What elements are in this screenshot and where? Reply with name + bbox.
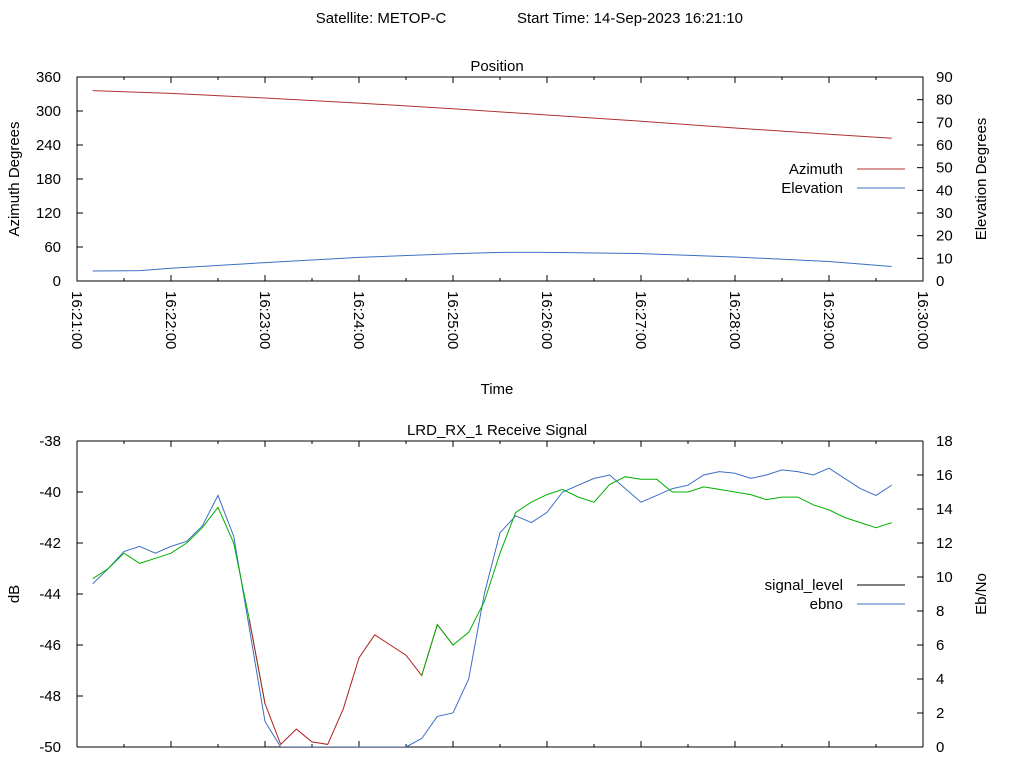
- header-satellite: Satellite: METOP-C: [316, 10, 447, 27]
- position-xlabel: Time: [481, 381, 514, 398]
- position-time-axis: 16:21:00 16:22:00 16:23:00 16:24:00 16:25:00…: [68, 77, 931, 349]
- elevation-axis-tick-label: 40: [936, 182, 953, 199]
- time-axis-tick-label: 16:24:00: [350, 291, 367, 349]
- elevation-axis-tick-label: 20: [936, 228, 953, 245]
- elevation-axis-tick-label: 70: [936, 114, 953, 131]
- elevation-axis-tick-label: 10: [936, 250, 953, 267]
- ebno-axis-tick-label: 4: [936, 671, 944, 688]
- position-azimuth-axis: 0 60 120 180 240 300 360: [36, 69, 83, 290]
- azimuth-axis-tick-label: 240: [36, 137, 61, 154]
- azimuth-axis-tick-label: 60: [44, 239, 61, 256]
- position-chart: Position 0 60 120 180 240 300 360 0 10 20 30 40 50 6…: [6, 58, 990, 398]
- ebno-series-line: [92, 467, 892, 747]
- db-axis-tick-label: -50: [39, 739, 61, 756]
- db-axis-tick-label: -40: [39, 484, 61, 501]
- signal-ebno-axis: 0 2 4 6 8 10 12 14 16 18: [917, 433, 953, 756]
- legend-ebno-label: ebno: [810, 596, 843, 613]
- elevation-axis-tick-label: 80: [936, 92, 953, 109]
- signal-chart: LRD_RX_1 Receive Signal -50-48-46-44-42-…: [6, 422, 990, 756]
- signal-time-axis: [76, 441, 924, 747]
- ebno-axis-tick-label: 16: [936, 467, 953, 484]
- position-plot-frame: [76, 76, 924, 282]
- azimuth-axis-tick-label: 360: [36, 69, 61, 86]
- azimuth-series-line: [92, 90, 892, 139]
- db-axis-tick-label: -46: [39, 637, 61, 654]
- time-axis-tick-label: 16:27:00: [632, 291, 649, 349]
- azimuth-axis-tick-label: 300: [36, 103, 61, 120]
- signal-level-segment: [248, 619, 454, 746]
- elevation-axis-tick-label: 0: [936, 273, 944, 290]
- ebno-axis-tick-label: 2: [936, 705, 944, 722]
- legend-signal-level-label: signal_level: [765, 577, 843, 594]
- ebno-axis-tick-label: 10: [936, 569, 953, 586]
- legend-azimuth-label: Azimuth: [789, 161, 843, 178]
- elevation-series-line: [92, 251, 892, 272]
- ebno-axis-tick-label: 8: [936, 603, 944, 620]
- ebno-axis-tick-label: 6: [936, 637, 944, 654]
- time-axis-tick-label: 16:30:00: [914, 291, 931, 349]
- db-axis-tick-label: -38: [39, 433, 61, 450]
- position-elevation-axis: 0 10 20 30 40 50 60 70 80 90: [917, 69, 953, 290]
- azimuth-axis-tick-label: 0: [53, 273, 61, 290]
- ebno-axis-tick-label: 0: [936, 739, 944, 756]
- signal-legend: signal_level ebno: [765, 577, 905, 613]
- ebno-axis-tick-label: 12: [936, 535, 953, 552]
- time-axis-tick-label: 16:22:00: [162, 291, 179, 349]
- position-y2label: Elevation Degrees: [973, 118, 990, 241]
- azimuth-axis-tick-label: 120: [36, 205, 61, 222]
- time-axis-tick-label: 16:25:00: [444, 291, 461, 349]
- signal-chart-title: LRD_RX_1 Receive Signal: [407, 422, 587, 439]
- elevation-axis-tick-label: 90: [936, 69, 953, 86]
- position-ylabel: Azimuth Degrees: [6, 121, 23, 236]
- db-axis-tick-label: -48: [39, 688, 61, 705]
- db-axis-tick-label: -44: [39, 586, 61, 603]
- elevation-axis-tick-label: 60: [936, 137, 953, 154]
- elevation-axis-tick-label: 50: [936, 160, 953, 177]
- ebno-axis-tick-label: 14: [936, 501, 953, 518]
- position-chart-title: Position: [470, 58, 523, 75]
- signal-level-segment: [421, 476, 892, 676]
- time-axis-tick-label: 16:23:00: [256, 291, 273, 349]
- header-start-time: Start Time: 14-Sep-2023 16:21:10: [517, 10, 743, 27]
- signal-db-axis: -50 -48 -46 -44 -42 -40 -38: [39, 433, 83, 756]
- time-axis-tick-label: 16:28:00: [726, 291, 743, 349]
- signal-y2label: Eb/No: [973, 573, 990, 615]
- position-legend: Azimuth Elevation: [781, 161, 905, 197]
- signal-level-segment: [92, 506, 266, 704]
- time-axis-tick-label: 16:29:00: [820, 291, 837, 349]
- ebno-axis-tick-label: 18: [936, 433, 953, 450]
- time-axis-tick-label: 16:21:00: [68, 291, 85, 349]
- elevation-axis-tick-label: 30: [936, 205, 953, 222]
- db-axis-tick-label: -42: [39, 535, 61, 552]
- time-axis-tick-label: 16:26:00: [538, 291, 555, 349]
- signal-ylabel: dB: [6, 585, 23, 603]
- legend-elevation-label: Elevation: [781, 180, 843, 197]
- signal-level-series: [92, 476, 892, 746]
- azimuth-axis-tick-label: 180: [36, 171, 61, 188]
